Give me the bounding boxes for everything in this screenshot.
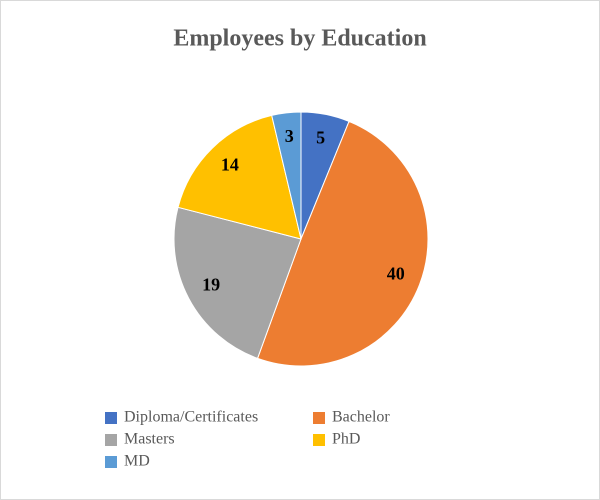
data-label: 14 xyxy=(221,155,239,175)
legend-marker xyxy=(105,456,117,468)
legend-label: MD xyxy=(124,453,150,470)
data-label: 19 xyxy=(202,274,220,294)
legend-marker xyxy=(105,434,117,446)
legend-marker xyxy=(313,434,325,446)
legend-label: Bachelor xyxy=(332,409,390,426)
legend-label: Masters xyxy=(124,431,175,448)
data-label: 5 xyxy=(316,127,325,147)
data-label: 3 xyxy=(285,126,294,146)
pie-slice xyxy=(256,120,429,367)
legend-label: Diploma/Certificates xyxy=(124,409,258,426)
pie-slice xyxy=(173,206,302,359)
legend-marker xyxy=(105,412,117,424)
chart-title: Employees by Education xyxy=(173,26,426,52)
legend-label: PhD xyxy=(332,431,360,448)
data-label: 40 xyxy=(387,264,405,284)
pie-slice xyxy=(177,114,302,240)
legend-marker xyxy=(313,412,325,424)
pie-slice xyxy=(271,111,302,240)
